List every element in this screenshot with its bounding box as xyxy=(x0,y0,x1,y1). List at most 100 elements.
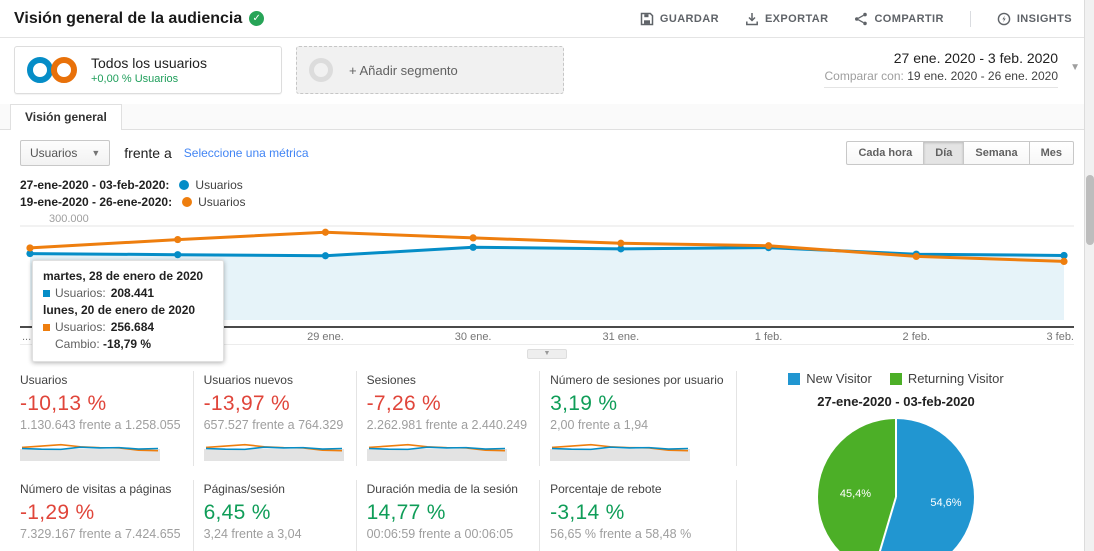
granularity-button-día[interactable]: Día xyxy=(924,141,965,165)
metric-delta-value: -13,97 % xyxy=(203,392,291,415)
add-segment-button[interactable]: + Añadir segmento xyxy=(296,46,564,94)
segment-title: Todos los usuarios xyxy=(91,55,207,71)
metric-sparkline xyxy=(204,545,344,551)
x-axis-line xyxy=(20,326,1074,328)
metric-card-label[interactable]: Número de visitas a páginas xyxy=(20,482,172,496)
compartir-button[interactable]: COMPARTIR xyxy=(854,12,943,26)
timeline-legend: 27-ene-2020 - 03-feb-2020: Usuarios 19-ene… xyxy=(20,176,1074,210)
tooltip-date: lunes, 20 de enero de 2020 xyxy=(43,303,196,317)
metric-card: Porcentaje de rebote -3,14 % 56,65 % frent… xyxy=(550,480,737,551)
legend-row: 19-ene-2020 - 26-ene-2020: Usuarios xyxy=(20,193,1074,210)
legend-square-icon xyxy=(788,372,801,385)
metric-card-label[interactable]: Porcentaje de rebote xyxy=(550,482,662,496)
select-metric-link[interactable]: Seleccione una métrica xyxy=(183,146,309,160)
tooltip-metric-label: Usuarios: xyxy=(55,320,106,334)
vertical-scrollbar[interactable] xyxy=(1084,0,1094,551)
pie-slice-label-returning: 45,4% xyxy=(839,487,872,500)
tab-vision-general[interactable]: Visión general xyxy=(10,104,122,130)
metric-card-label[interactable]: Usuarios xyxy=(20,373,68,387)
segment-subtitle: +0,00 % Usuarios xyxy=(91,73,179,85)
chart-collapse-button[interactable]: ▼ xyxy=(527,349,567,359)
x-axis-tick-label: 31 ene. xyxy=(602,331,640,343)
metric-sparkline xyxy=(550,443,691,461)
timeline-svg[interactable] xyxy=(20,216,1074,326)
header-divider xyxy=(969,10,971,27)
tooltip-change-value: -18,79 % xyxy=(103,337,152,351)
pie-legend-item: New Visitor xyxy=(788,371,872,386)
metric-delta-value: -3,14 % xyxy=(550,501,625,524)
metric-sparkline xyxy=(550,545,690,551)
legend-dot-icon xyxy=(179,179,190,190)
segment-circle-orange-icon xyxy=(51,57,77,83)
tooltip-series-square-icon xyxy=(43,324,50,331)
metric-sparkline xyxy=(20,443,160,461)
metric-card-label[interactable]: Número de sesiones por usuario xyxy=(550,373,724,387)
button-label: EXPORTAR xyxy=(764,12,829,25)
metric-card-label[interactable]: Sesiones xyxy=(366,373,416,387)
granularity-button-cada-hora[interactable]: Cada hora xyxy=(846,141,925,165)
button-label: COMPARTIR xyxy=(874,12,944,25)
export-icon xyxy=(745,12,759,26)
x-axis-labels: ...28 ene.29 ene.30 ene.31 ene.1 feb.2 f… xyxy=(20,328,1074,345)
date-range-picker[interactable]: 27 ene. 2020 - 3 feb. 2020 Comparar con:… xyxy=(824,46,1080,94)
pie-slice-label-new: 54,6% xyxy=(930,497,962,509)
page-title: Visión general de la audiencia xyxy=(14,9,243,27)
x-axis-tick-label: 1 feb. xyxy=(754,331,783,343)
granularity-button-mes[interactable]: Mes xyxy=(1029,141,1074,165)
metric-sparkline xyxy=(203,443,344,461)
pie-title: 27-ene-2020 - 03-feb-2020 xyxy=(817,394,975,409)
scrollbar-thumb[interactable] xyxy=(1086,175,1094,245)
metric-card: Páginas/sesión 6,45 % 3,24 frente a 3,04 xyxy=(204,480,357,551)
chart-tooltip: martes, 28 de enero de 2020 Usuarios: 208.… xyxy=(32,260,224,362)
visitor-type-block: New Visitor Returning Visitor 27-ene-2020… xyxy=(744,371,1074,551)
metric-card: Sesiones -7,26 % 2.262.981 frente a 2.440.… xyxy=(366,371,541,466)
legend-series-name: Usuarios xyxy=(198,194,246,209)
metric-comparison-value: 56,65 % frente a 58,48 % xyxy=(550,527,692,541)
metric-dropdown[interactable]: Usuarios ▼ xyxy=(20,140,111,166)
pie-legend: New Visitor Returning Visitor xyxy=(788,371,1004,386)
metric-comparison-value: 2.262.981 frente a 2.440.249 xyxy=(366,418,528,432)
verified-check-icon: ✓ xyxy=(249,11,265,26)
metric-sparkline xyxy=(367,545,507,551)
metric-delta-value: -7,26 % xyxy=(366,392,442,415)
tooltip-series-square-icon xyxy=(43,290,50,297)
header-actions: GUARDAR EXPORTAR COMPARTIR INSIGHTS xyxy=(640,10,1072,27)
metric-card-label[interactable]: Páginas/sesión xyxy=(203,482,285,496)
date-range-value: 27 ene. 2020 - 3 feb. 2020 xyxy=(893,50,1058,66)
timeline-chart[interactable]: 300.000 ...28 ene.29 ene.30 ene.31 ene.1… xyxy=(20,213,1074,362)
chevron-down-icon: ▼ xyxy=(1070,62,1080,73)
compare-label: Comparar con: xyxy=(824,69,904,83)
add-segment-circle-icon xyxy=(309,58,333,82)
tooltip-change-label: Cambio: xyxy=(55,337,100,351)
x-axis-tick-label: 29 ene. xyxy=(307,331,344,343)
metric-card: Usuarios -10,13 % 1.130.643 frente a 1.258… xyxy=(20,371,194,466)
tooltip-date: martes, 28 de enero de 2020 xyxy=(43,269,204,283)
button-label: INSIGHTS xyxy=(1016,12,1072,25)
report-panel: Usuarios ▼ frente a Seleccione una métri… xyxy=(0,140,1094,551)
metric-comparison-value: 657.527 frente a 764.329 xyxy=(203,418,344,432)
insights-button[interactable]: INSIGHTS xyxy=(997,12,1072,26)
metric-card-label[interactable]: Duración media de la sesión xyxy=(366,482,518,496)
exportar-button[interactable]: EXPORTAR xyxy=(745,12,829,26)
visitor-type-pie-chart[interactable]: 45,4% 54,6% xyxy=(818,419,974,551)
metric-comparison-value: 3,24 frente a 3,04 xyxy=(203,527,302,541)
metric-card: Número de visitas a páginas -1,29 % 7.329.… xyxy=(20,480,194,551)
tab-strip: Visión general xyxy=(0,104,1094,130)
legend-series-name: Usuarios xyxy=(195,177,243,192)
y-axis-tick-label: 300.000 xyxy=(46,213,92,225)
guardar-button[interactable]: GUARDAR xyxy=(640,12,719,26)
save-icon xyxy=(640,12,654,26)
pie-legend-item: Returning Visitor xyxy=(889,371,1004,386)
metric-card-label[interactable]: Usuarios nuevos xyxy=(203,373,293,387)
segment-all-users[interactable]: Todos los usuarios +0,00 % Usuarios xyxy=(14,46,282,94)
share-icon xyxy=(854,12,868,26)
metric-delta-value: 6,45 % xyxy=(203,501,271,524)
metric-delta-value: -1,29 % xyxy=(20,501,95,524)
chevron-down-icon: ▼ xyxy=(91,148,101,158)
granularity-button-semana[interactable]: Semana xyxy=(964,141,1030,165)
vs-label: frente a xyxy=(124,145,172,161)
metric-comparison-value: 1.130.643 frente a 1.258.055 xyxy=(20,418,181,432)
metric-card: Usuarios nuevos -13,97 % 657.527 frente a … xyxy=(203,371,357,466)
button-label: GUARDAR xyxy=(659,12,719,25)
legend-square-icon xyxy=(889,372,902,385)
